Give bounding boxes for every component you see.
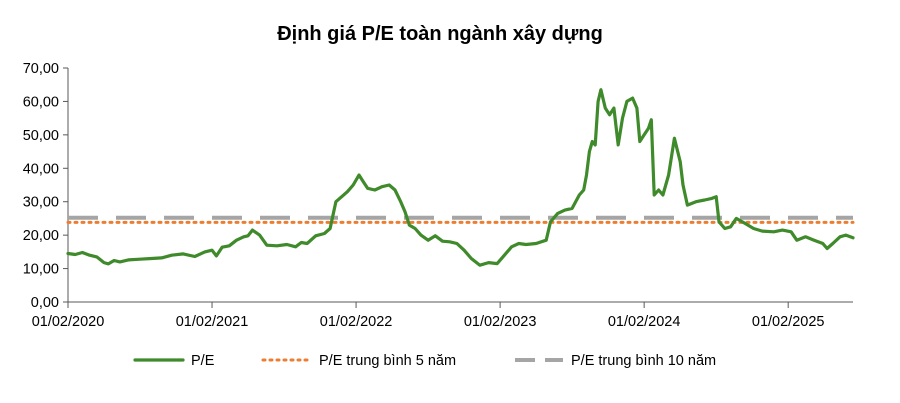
y-tick-label: 70,00 <box>23 61 59 77</box>
chart-title: Định giá P/E toàn ngành xây dựng <box>277 23 603 45</box>
y-tick-label: 30,00 <box>23 195 59 211</box>
y-tick-label: 40,00 <box>23 161 59 177</box>
series-line-0 <box>66 88 855 267</box>
y-tick-label: 50,00 <box>23 128 59 144</box>
series-layer <box>66 88 855 267</box>
y-tick-label: 60,00 <box>23 94 59 110</box>
axes: 0,00 10,00 20,00 30,00 40,00 50,00 60,00 70,00 0… <box>23 61 853 330</box>
x-tick-label: 01/02/2023 <box>464 314 537 330</box>
legend-label-0: P/E <box>191 353 215 369</box>
legend: P/E P/E trung bình 5 năm P/E trung bình 10… <box>133 353 716 369</box>
y-tick-label: 20,00 <box>23 228 59 244</box>
y-tick-label: 10,00 <box>23 262 59 278</box>
x-tick-label: 01/02/2025 <box>752 314 825 330</box>
x-tick-label: 01/02/2021 <box>176 314 249 330</box>
legend-label-1: P/E trung bình 5 năm <box>319 353 456 369</box>
legend-label-2: P/E trung bình 10 năm <box>571 353 716 369</box>
x-tick-label: 01/02/2024 <box>608 314 681 330</box>
y-tick-label: 0,00 <box>31 295 59 311</box>
x-tick-label: 01/02/2022 <box>320 314 393 330</box>
x-tick-label: 01/02/2020 <box>32 314 105 330</box>
